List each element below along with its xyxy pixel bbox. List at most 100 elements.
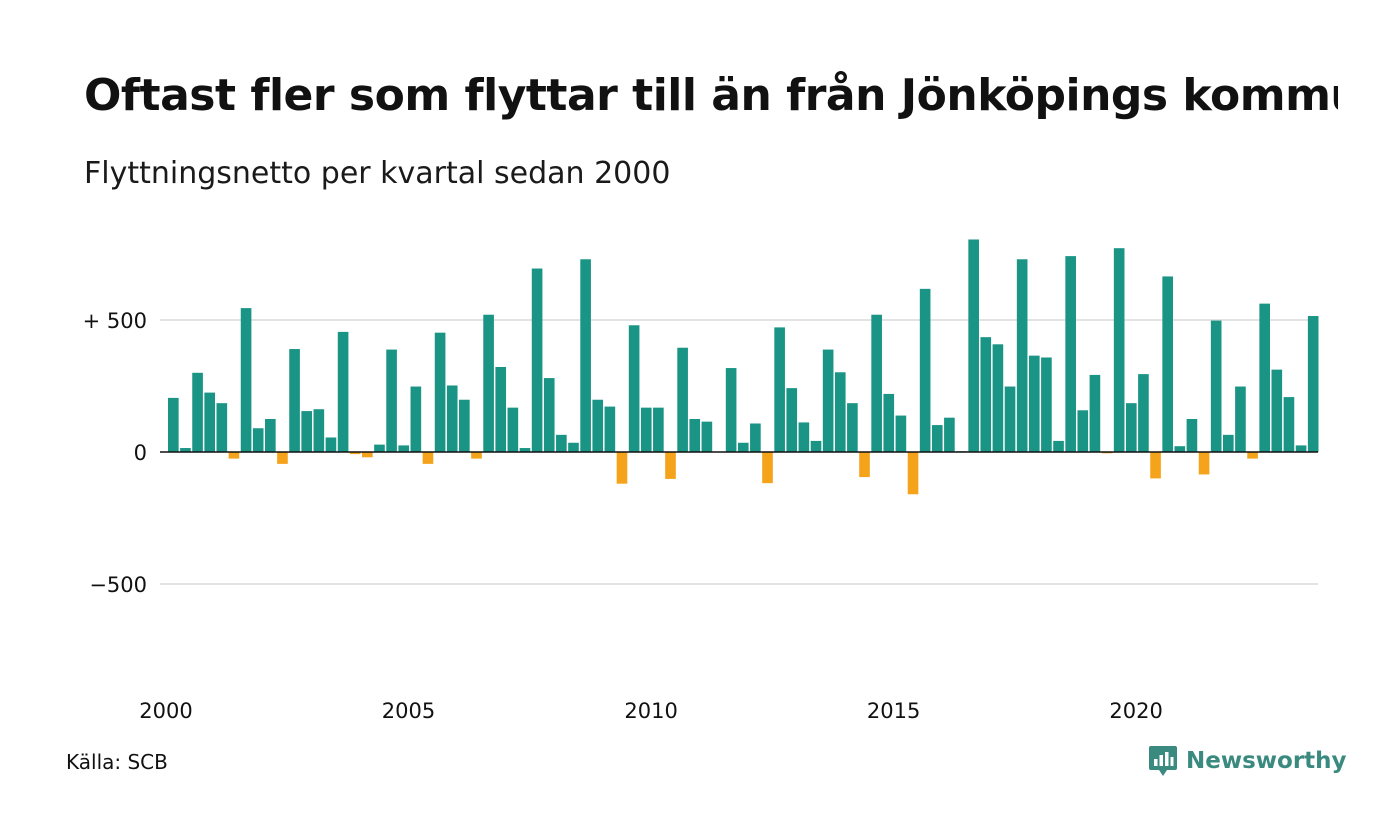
bar [1041, 357, 1052, 452]
x-tick-label: 2005 [382, 699, 435, 723]
bar [1065, 256, 1076, 452]
bar [228, 452, 240, 459]
bar [616, 452, 628, 484]
bar [349, 452, 361, 455]
bar [1307, 316, 1319, 452]
x-tick-label: 2015 [867, 699, 920, 723]
bar [386, 349, 397, 452]
bar [968, 239, 979, 452]
bar [507, 407, 519, 452]
bar [750, 423, 761, 452]
bar [822, 349, 834, 452]
bar [689, 419, 701, 452]
bar [1162, 276, 1173, 452]
bar [665, 452, 676, 479]
bar [556, 434, 567, 452]
bar [277, 452, 288, 464]
bar [1077, 410, 1089, 452]
bar [1259, 303, 1270, 452]
bar [701, 421, 713, 452]
bar [495, 366, 507, 452]
bar [410, 386, 422, 452]
bar [313, 409, 325, 452]
x-tick-label: 2010 [624, 699, 677, 723]
bar [1235, 386, 1246, 452]
bar [847, 403, 858, 452]
bar [762, 452, 773, 484]
chart-title: Oftast fler som flyttar till än från Jön… [84, 70, 1338, 121]
bar [786, 388, 798, 452]
bar [580, 259, 591, 452]
bar [1271, 369, 1283, 452]
bar [422, 452, 434, 464]
bar [677, 347, 688, 452]
bar [653, 407, 664, 452]
bar [871, 314, 882, 452]
bar [1174, 446, 1186, 452]
bar [519, 448, 531, 452]
bar [543, 378, 555, 452]
bar [531, 268, 543, 452]
x-tick-label: 2000 [139, 699, 192, 723]
bar [1222, 434, 1234, 452]
bar [204, 392, 216, 452]
bar [774, 327, 785, 452]
brand-name: Newsworthy [1186, 748, 1347, 774]
bar [1053, 440, 1064, 452]
bar [980, 337, 992, 452]
bar [265, 419, 276, 452]
bars [168, 239, 1319, 495]
bar [919, 288, 931, 452]
bar [1295, 445, 1307, 452]
bar [568, 442, 579, 452]
bar [1113, 248, 1125, 452]
bar [1028, 355, 1040, 452]
bar [216, 403, 228, 452]
bar [398, 445, 410, 452]
axes: + 500 0 −500 2000 2005 2010 2015 2020 [83, 309, 1318, 723]
bar [1004, 386, 1016, 452]
bar [628, 325, 640, 452]
bar [1283, 397, 1295, 452]
bar [798, 422, 810, 452]
bar [1186, 419, 1198, 452]
bar [834, 372, 846, 452]
bar [640, 407, 652, 452]
bar [252, 428, 264, 452]
bar [240, 308, 252, 452]
bar [883, 393, 895, 452]
bar [931, 425, 943, 452]
bar [446, 385, 458, 452]
bar [737, 442, 749, 452]
bar [592, 399, 604, 452]
bar [1198, 452, 1210, 475]
bar [301, 411, 313, 452]
bar [337, 331, 349, 452]
bar [1138, 374, 1149, 452]
bar [168, 397, 179, 452]
brand[interactable]: Newsworthy [1148, 744, 1347, 778]
bar [1125, 403, 1137, 452]
bar [810, 440, 822, 452]
bar [907, 452, 919, 495]
bar [859, 452, 870, 478]
bar [944, 417, 955, 452]
bar [362, 452, 373, 458]
bar [1247, 452, 1258, 459]
bar [1210, 320, 1222, 452]
y-tick-label: 0 [134, 441, 147, 465]
bar [459, 399, 470, 452]
y-tick-label: + 500 [83, 309, 147, 333]
bar [1016, 259, 1028, 452]
bar [434, 332, 446, 452]
bar [483, 314, 494, 452]
bar [604, 406, 616, 452]
bar [192, 372, 203, 452]
bar [325, 437, 337, 452]
gridlines [160, 319, 1318, 585]
bar [180, 448, 191, 452]
bar [289, 349, 300, 452]
bar [992, 344, 1004, 452]
